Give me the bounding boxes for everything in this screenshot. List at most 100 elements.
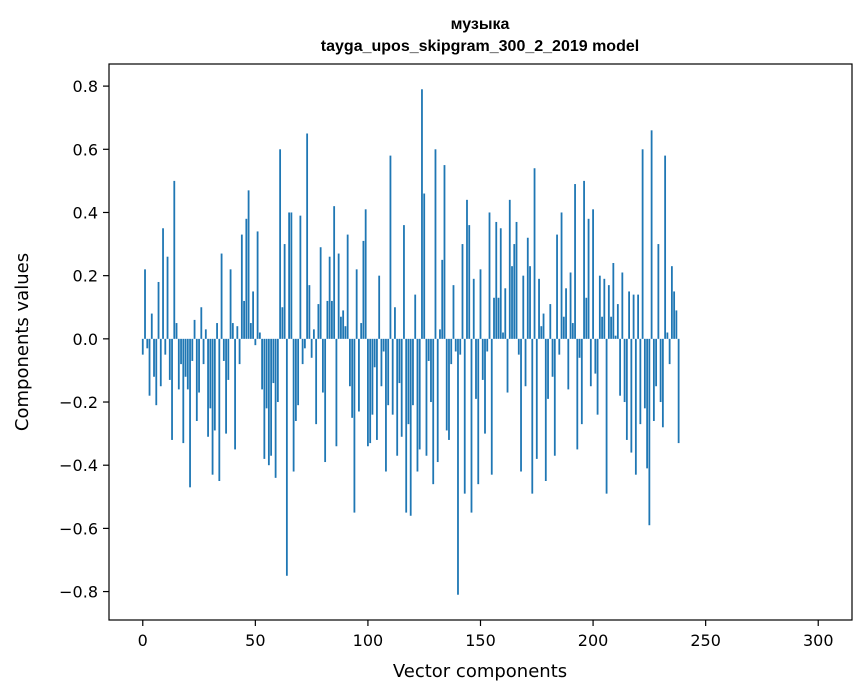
y-tick-label: 0.2 (73, 267, 98, 286)
bar (166, 256, 169, 339)
y-tick-label: −0.8 (59, 583, 98, 602)
bar (301, 338, 304, 365)
bar (621, 272, 624, 339)
bar (331, 300, 333, 339)
bar (661, 338, 664, 428)
bar (270, 338, 273, 456)
bar (468, 225, 471, 339)
bar (274, 338, 277, 478)
bar (585, 297, 588, 339)
bar (418, 338, 421, 450)
bar (308, 285, 311, 339)
bar (484, 338, 486, 434)
bar (547, 338, 549, 399)
bar (673, 291, 676, 339)
y-tick-label: −0.4 (59, 456, 98, 475)
bar (263, 338, 266, 459)
bar (502, 332, 504, 339)
bar (349, 338, 351, 387)
bar (454, 338, 457, 352)
bar (542, 313, 545, 339)
bar (632, 294, 635, 339)
bar (583, 180, 585, 339)
bar (423, 193, 426, 339)
bar (574, 184, 576, 339)
bar (177, 338, 180, 390)
bar (416, 338, 419, 472)
bar (144, 269, 146, 339)
bar (637, 294, 640, 339)
bar (247, 190, 250, 339)
bar (436, 338, 439, 463)
bar (439, 329, 441, 339)
bar (630, 338, 633, 453)
bar (335, 338, 338, 447)
bar (648, 338, 651, 526)
bar (443, 165, 446, 339)
bar (481, 338, 484, 380)
bar (607, 285, 610, 339)
bar (450, 338, 453, 365)
bar (452, 285, 455, 339)
bar (643, 338, 646, 409)
bar (596, 338, 599, 415)
bar (619, 338, 621, 396)
bar (475, 338, 477, 399)
bar (337, 253, 340, 339)
bar (315, 338, 318, 425)
bar (650, 130, 653, 339)
bar (603, 278, 606, 339)
bar (513, 244, 516, 339)
bar (562, 316, 565, 339)
bar (567, 338, 570, 390)
bar (488, 212, 491, 339)
bar (504, 288, 507, 339)
bar (515, 221, 518, 339)
bar (297, 338, 300, 406)
bar (517, 338, 520, 355)
x-tick-label: 300 (803, 631, 834, 650)
bar (306, 133, 309, 339)
bar (486, 338, 489, 352)
bar (281, 307, 284, 339)
bar (506, 338, 509, 393)
bar (659, 338, 662, 403)
bar (195, 338, 198, 421)
bar (409, 338, 412, 516)
bar (616, 304, 619, 339)
bar (157, 281, 160, 339)
bar (362, 240, 365, 339)
y-tick-label: −0.2 (59, 393, 98, 412)
bar (261, 338, 263, 390)
bar (240, 234, 243, 339)
bar (382, 338, 385, 352)
bar (668, 338, 671, 365)
bar (646, 338, 649, 469)
bar (400, 338, 403, 437)
bar (457, 338, 459, 595)
bar (396, 338, 399, 456)
bar (430, 338, 432, 403)
bar (495, 221, 498, 339)
bar (207, 338, 209, 437)
bar (533, 168, 536, 339)
bar (394, 307, 396, 339)
bar (173, 180, 176, 339)
bar (459, 338, 462, 355)
bar (186, 338, 189, 390)
bar (445, 338, 448, 431)
bar (466, 199, 468, 339)
bar (249, 323, 252, 339)
bar (182, 338, 185, 444)
bar (353, 338, 356, 513)
bar (522, 275, 525, 339)
bar (159, 338, 162, 387)
bar (204, 329, 207, 339)
bar (493, 297, 495, 339)
bar (549, 304, 552, 339)
bar (340, 316, 342, 339)
bar (587, 218, 590, 339)
bar (652, 338, 655, 421)
y-tick-label: 0.6 (73, 140, 98, 159)
bar (254, 338, 257, 346)
